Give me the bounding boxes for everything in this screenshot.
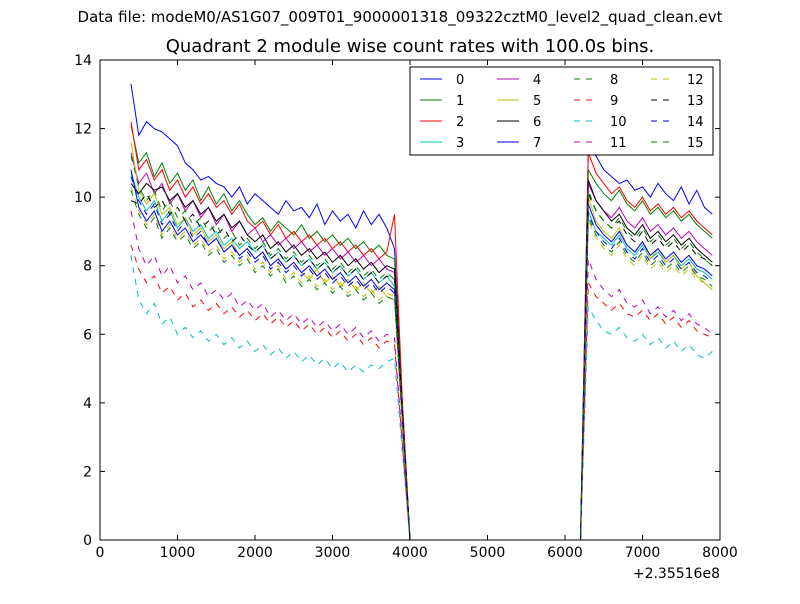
- legend-label-3: 3: [456, 136, 464, 151]
- series-line-6: [130, 179, 713, 540]
- series-line-11: [130, 210, 713, 540]
- legend-label-4: 4: [533, 73, 541, 88]
- x-tick-label-5000: 5000: [470, 545, 506, 561]
- legend-label-5: 5: [533, 94, 541, 109]
- x-tick-label-0: 0: [96, 545, 105, 561]
- y-tick-label-10: 10: [74, 190, 92, 206]
- x-tick-label-1000: 1000: [160, 545, 196, 561]
- y-tick-label-8: 8: [83, 259, 92, 275]
- y-tick-label-6: 6: [83, 327, 92, 343]
- y-tick-label-2: 2: [83, 464, 92, 480]
- legend-label-13: 13: [687, 94, 704, 109]
- series-line-15: [130, 155, 713, 540]
- series-line-1: [130, 124, 713, 540]
- x-tick-label-6000: 6000: [547, 545, 583, 561]
- series-line-9: [130, 244, 713, 540]
- series-line-8: [130, 190, 713, 540]
- figure-supertitle: Data file: modeM0/AS1G07_009T01_90000013…: [77, 8, 723, 26]
- legend-label-12: 12: [687, 73, 704, 88]
- y-tick-label-0: 0: [83, 533, 92, 549]
- series-group: [130, 83, 713, 540]
- series-line-5: [130, 142, 713, 540]
- legend-label-0: 0: [456, 73, 464, 88]
- legend-label-6: 6: [533, 115, 541, 130]
- legend-label-15: 15: [687, 136, 704, 151]
- legend-label-14: 14: [687, 115, 704, 130]
- x-tick-label-2000: 2000: [237, 545, 273, 561]
- series-line-14: [130, 176, 713, 540]
- series-line-2: [130, 121, 713, 540]
- legend-label-9: 9: [610, 94, 618, 109]
- series-line-4: [130, 152, 713, 540]
- legend-label-8: 8: [610, 73, 618, 88]
- legend-label-7: 7: [533, 136, 541, 151]
- legend-label-1: 1: [456, 94, 464, 109]
- x-offset-label: +2.35516e8: [633, 566, 720, 582]
- x-tick-label-7000: 7000: [625, 545, 661, 561]
- chart-title: Quadrant 2 module wise count rates with …: [165, 36, 655, 57]
- x-tick-label-3000: 3000: [315, 545, 351, 561]
- x-tick-label-4000: 4000: [392, 545, 428, 561]
- series-line-3: [130, 172, 713, 540]
- y-tick-label-14: 14: [74, 53, 92, 69]
- y-tick-label-12: 12: [74, 122, 92, 138]
- x-tick-label-8000: 8000: [702, 545, 738, 561]
- legend-label-11: 11: [610, 136, 627, 151]
- legend-label-10: 10: [610, 115, 627, 130]
- legend-box: [409, 66, 714, 156]
- legend-label-2: 2: [456, 115, 464, 130]
- y-tick-label-4: 4: [83, 396, 92, 412]
- series-line-0: [130, 83, 713, 540]
- series-line-10: [130, 255, 713, 540]
